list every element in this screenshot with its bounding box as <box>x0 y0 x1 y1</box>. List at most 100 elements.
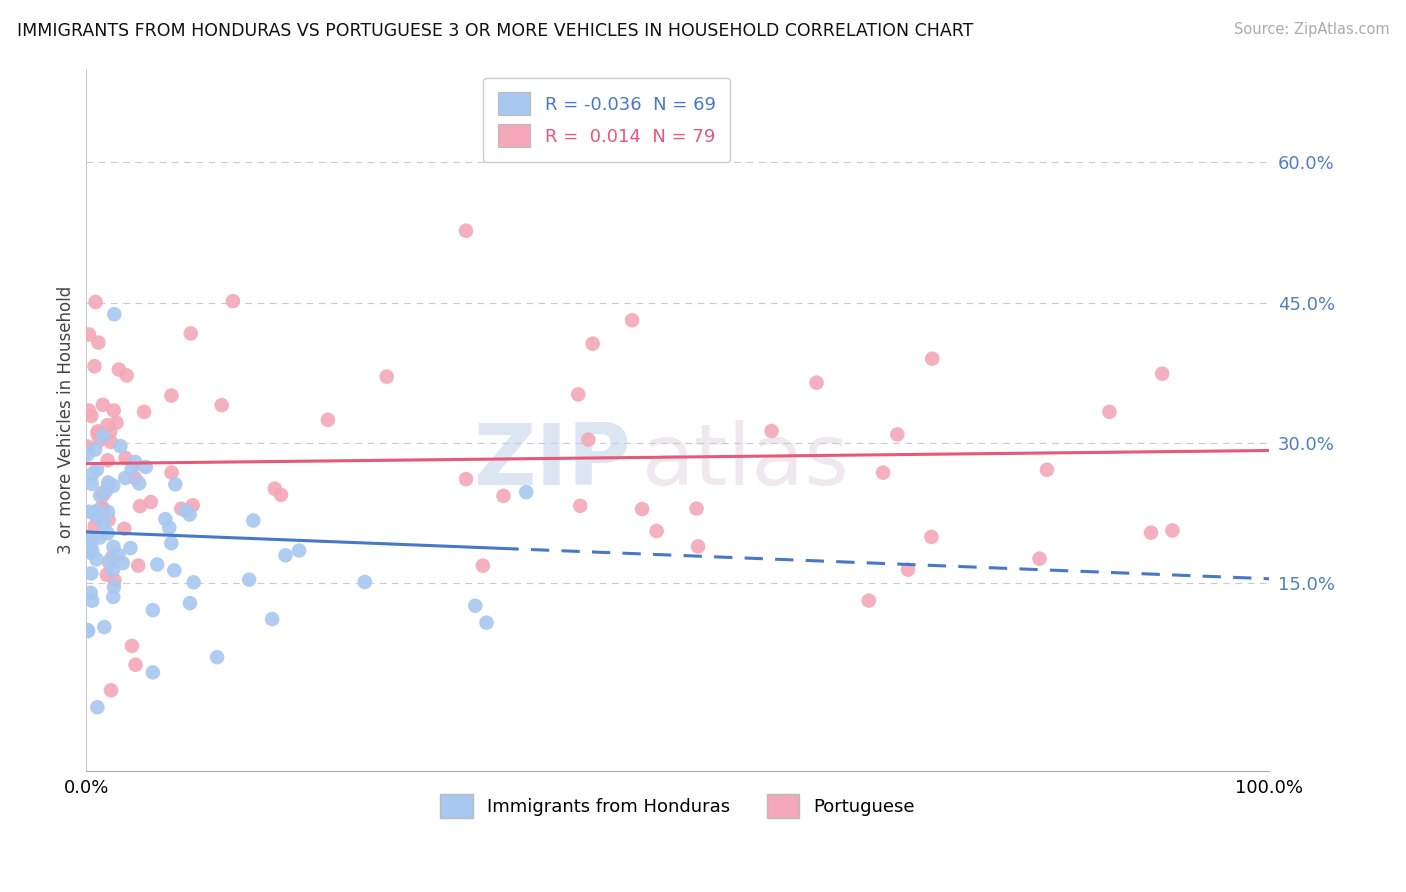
Point <box>576 433 599 447</box>
Point <box>132 405 155 419</box>
Point <box>76 541 98 556</box>
Point <box>685 501 707 516</box>
Point <box>77 403 100 417</box>
Point <box>97 418 120 433</box>
Point <box>582 336 605 351</box>
Point <box>82 467 104 481</box>
Point <box>464 599 486 613</box>
Point <box>79 505 101 519</box>
Point <box>174 504 197 518</box>
Point <box>89 434 111 448</box>
Point <box>569 499 592 513</box>
Point <box>103 403 125 417</box>
Point <box>87 425 110 439</box>
Point <box>90 500 112 514</box>
Point <box>93 620 115 634</box>
Point <box>492 489 515 503</box>
Point <box>170 501 193 516</box>
Point <box>155 512 177 526</box>
Point <box>86 552 108 566</box>
Point <box>288 543 311 558</box>
Point <box>87 335 110 350</box>
Point <box>211 398 233 412</box>
Point <box>86 509 108 524</box>
Point <box>84 295 107 310</box>
Point <box>80 409 103 423</box>
Point <box>157 521 180 535</box>
Point <box>139 495 162 509</box>
Point <box>103 573 125 587</box>
Point <box>1161 524 1184 538</box>
Point <box>86 426 108 441</box>
Point <box>93 516 115 530</box>
Point <box>238 573 260 587</box>
Point <box>114 471 136 485</box>
Point <box>89 531 111 545</box>
Point <box>77 539 100 553</box>
Point <box>103 307 125 321</box>
Point <box>886 427 908 442</box>
Point <box>262 612 284 626</box>
Point <box>456 472 478 486</box>
Point <box>127 558 149 573</box>
Point <box>567 387 589 401</box>
Point <box>91 398 114 412</box>
Point <box>645 524 668 538</box>
Point <box>1152 367 1174 381</box>
Point <box>84 442 107 457</box>
Point <box>761 424 783 438</box>
Point <box>121 639 143 653</box>
Point <box>688 540 710 554</box>
Point <box>112 522 135 536</box>
Point <box>83 518 105 533</box>
Point <box>160 466 183 480</box>
Point <box>142 665 165 680</box>
Point <box>89 488 111 502</box>
Text: IMMIGRANTS FROM HONDURAS VS PORTUGUESE 3 OR MORE VEHICLES IN HOUSEHOLD CORRELATI: IMMIGRANTS FROM HONDURAS VS PORTUGUESE 3… <box>17 22 973 40</box>
Point <box>270 488 292 502</box>
Point <box>806 376 828 390</box>
Point <box>98 556 121 570</box>
Point <box>872 466 894 480</box>
Y-axis label: 3 or more Vehicles in Household: 3 or more Vehicles in Household <box>58 285 75 554</box>
Point <box>98 425 121 439</box>
Point <box>163 563 186 577</box>
Point <box>77 327 100 342</box>
Point <box>353 574 375 589</box>
Point <box>97 478 120 492</box>
Point <box>82 544 104 558</box>
Point <box>1140 525 1163 540</box>
Point <box>115 368 138 383</box>
Point <box>96 567 118 582</box>
Point <box>107 548 129 562</box>
Point <box>897 563 920 577</box>
Point <box>98 554 121 568</box>
Point <box>97 475 120 490</box>
Point <box>124 471 146 485</box>
Point <box>242 513 264 527</box>
Point <box>80 539 103 553</box>
Point <box>146 558 169 572</box>
Point <box>100 683 122 698</box>
Point <box>108 362 131 376</box>
Point <box>183 575 205 590</box>
Point <box>160 389 183 403</box>
Point <box>165 477 187 491</box>
Point <box>222 294 245 309</box>
Point <box>101 549 124 564</box>
Point <box>475 615 498 630</box>
Point <box>77 624 100 638</box>
Point <box>80 586 103 600</box>
Point <box>91 501 114 516</box>
Point <box>76 623 98 637</box>
Point <box>103 540 125 554</box>
Point <box>97 453 120 467</box>
Point <box>82 593 104 607</box>
Point <box>96 483 118 498</box>
Point <box>515 485 537 500</box>
Point <box>205 650 228 665</box>
Point <box>124 657 146 672</box>
Point <box>101 563 124 577</box>
Point <box>120 541 142 555</box>
Point <box>80 476 103 491</box>
